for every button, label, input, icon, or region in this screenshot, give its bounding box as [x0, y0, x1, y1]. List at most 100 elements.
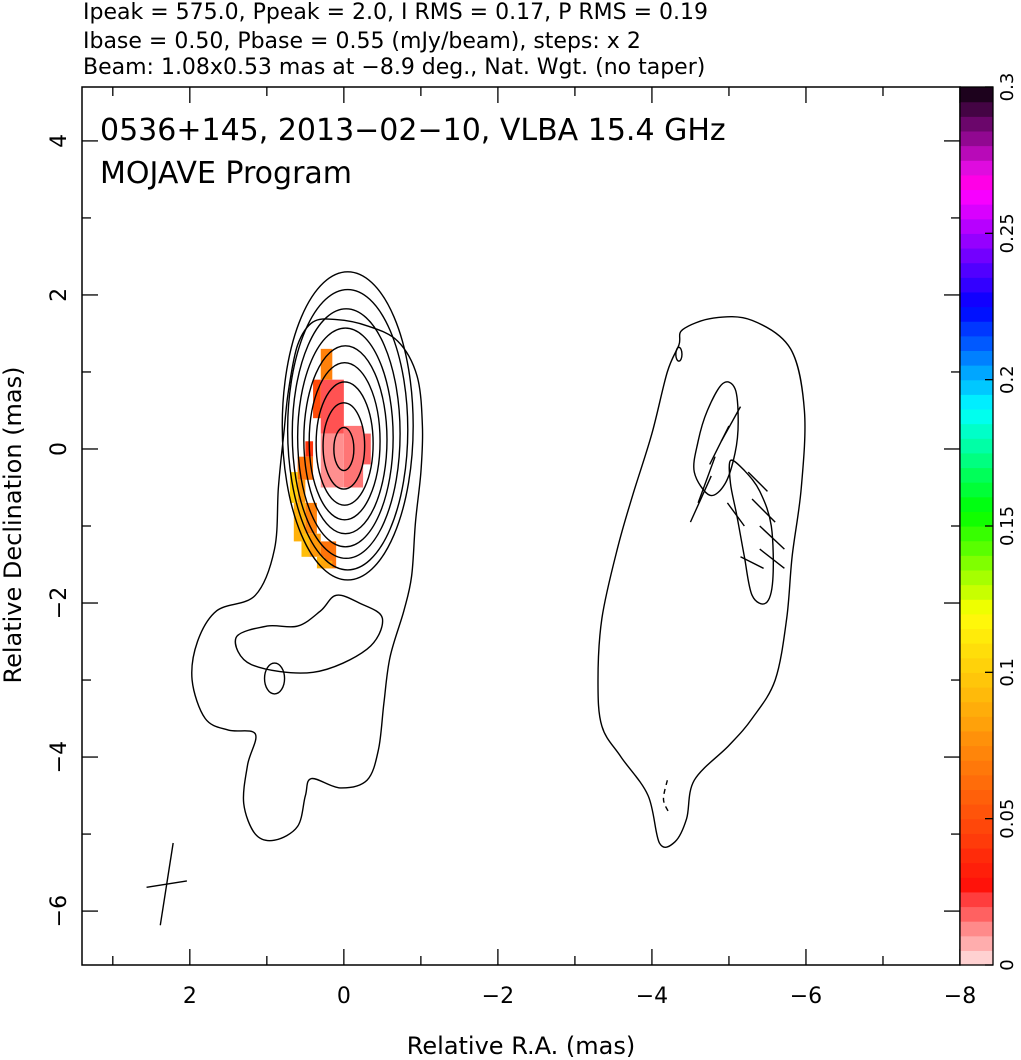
colorbar-segment [960, 218, 993, 234]
south-component-contour [234, 594, 384, 674]
polarization-pixel [301, 533, 310, 557]
evpa-vector [726, 502, 745, 527]
core-contour [322, 402, 366, 490]
colorbar-tick-label: 0.3 [997, 73, 1018, 102]
evpa-vector [740, 556, 764, 569]
colorbar-tick-label: 0.25 [997, 213, 1018, 253]
colorbar-segment [960, 891, 993, 908]
colorbar-segment [960, 730, 993, 747]
plot-frame [81, 86, 961, 966]
colorbar-segment [960, 394, 993, 410]
evpa-vector [747, 471, 768, 492]
colorbar-segment [960, 599, 993, 615]
colorbar-segment [960, 130, 993, 147]
polarization-pixel [320, 560, 333, 569]
colorbar-segment [960, 657, 993, 673]
colorbar-tick-label: 0.1 [997, 658, 1018, 687]
beam-symbol [146, 842, 187, 926]
core-contour [281, 271, 414, 581]
core-contour [291, 308, 401, 560]
x-tick-label: −2 [482, 984, 514, 1009]
chart-title: 0536+145, 2013−02−10, VLBA 15.4 GHz [100, 113, 726, 148]
colorbar-segment [960, 555, 993, 571]
colorbar-segment [960, 818, 993, 834]
colorbar-segment [960, 526, 993, 542]
y-tick-label: 4 [47, 134, 72, 148]
colorbar-segment [960, 116, 993, 132]
polarization-pixel [289, 472, 298, 503]
header-line-3: Beam: 1.08x0.53 mas at −8.9 deg., Nat. W… [83, 55, 705, 80]
evpa-vector [697, 456, 716, 504]
colorbar-tick-label: 0.05 [997, 799, 1018, 839]
evpa-vector [759, 525, 785, 550]
x-tick-label: −4 [636, 984, 668, 1009]
x-tick-label: −6 [790, 984, 822, 1009]
header-line-2: Ibase = 0.50, Pbase = 0.55 (mJy/beam), s… [83, 29, 641, 54]
colorbar-segment [960, 379, 993, 395]
colorbar-segment [960, 87, 993, 103]
colorbar-segment [960, 145, 993, 161]
axis-ticks: 2 0 −2 −4 −6 −8 4 2 0 −2 −4 −6 [47, 87, 976, 1009]
colorbar-segment [960, 306, 993, 322]
colorbar-segment [960, 921, 993, 937]
colorbar-segment [960, 438, 993, 454]
header-line-1: Ipeak = 575.0, Ppeak = 2.0, I RMS = 0.17… [83, 0, 708, 25]
core-contour [303, 345, 388, 535]
evpa-vector [720, 406, 742, 442]
colorbar-segment [960, 467, 993, 483]
colorbar-segment [960, 906, 993, 922]
colorbar-segment [960, 789, 993, 805]
evpa-vector [759, 548, 785, 569]
polarization-pixel [313, 379, 321, 419]
colorbar-segment [960, 423, 993, 439]
colorbar-segment [960, 847, 993, 864]
core-contour [315, 381, 374, 506]
evpa-vectors [689, 406, 785, 569]
chart-subtitle: MOJAVE Program [100, 156, 352, 191]
colorbar-segment [960, 174, 993, 191]
x-tick-label: 2 [183, 984, 197, 1009]
polarization-pixel [309, 533, 321, 557]
colorbar-segment [960, 804, 993, 820]
colorbar-segment [960, 482, 993, 498]
y-tick-label: −2 [47, 587, 72, 619]
inner-right-contour [693, 381, 739, 497]
polarization-pixel [297, 479, 306, 503]
y-tick-label: −6 [47, 895, 72, 927]
colorbar-segment [960, 935, 993, 951]
beam-minor-axis [146, 880, 187, 888]
polarization-pixel [293, 502, 306, 542]
colorbar-segment [960, 540, 993, 556]
colorbar-segment [960, 686, 993, 703]
colorbar-segment [960, 701, 993, 717]
polarization-pixel [320, 433, 344, 488]
outer-right-contour [597, 316, 806, 848]
x-tick-label: 0 [337, 984, 351, 1009]
core-contour [296, 327, 394, 548]
colorbar-segment [960, 452, 993, 469]
colorbar-segment [960, 745, 993, 761]
colorbar-segment [960, 877, 993, 893]
x-tick-label: −8 [944, 984, 976, 1009]
colorbar-segment [960, 862, 993, 878]
knot-contour [263, 662, 286, 695]
colorbar-segment [960, 950, 993, 966]
colorbar-segment [960, 189, 993, 205]
colorbar-segment [960, 335, 993, 351]
colorbar-segment [960, 569, 993, 586]
colorbar-segment [960, 101, 993, 117]
colorbar-segment [960, 262, 993, 278]
colorbar-segment [960, 833, 993, 849]
colorbar-segment [960, 774, 993, 790]
y-tick-label: −4 [47, 741, 72, 773]
core-contour [308, 362, 381, 521]
colorbar-tick-label: 0.2 [997, 365, 1018, 394]
colorbar-tick-label: 0 [997, 959, 1018, 970]
core-contour [286, 288, 409, 571]
x-axis-label: Relative R.A. (mas) [407, 1032, 635, 1060]
negative-dashed-contour [662, 780, 670, 813]
colorbar-segment [960, 365, 993, 381]
colorbar-segment [960, 628, 993, 644]
colorbar-segment [960, 408, 993, 425]
